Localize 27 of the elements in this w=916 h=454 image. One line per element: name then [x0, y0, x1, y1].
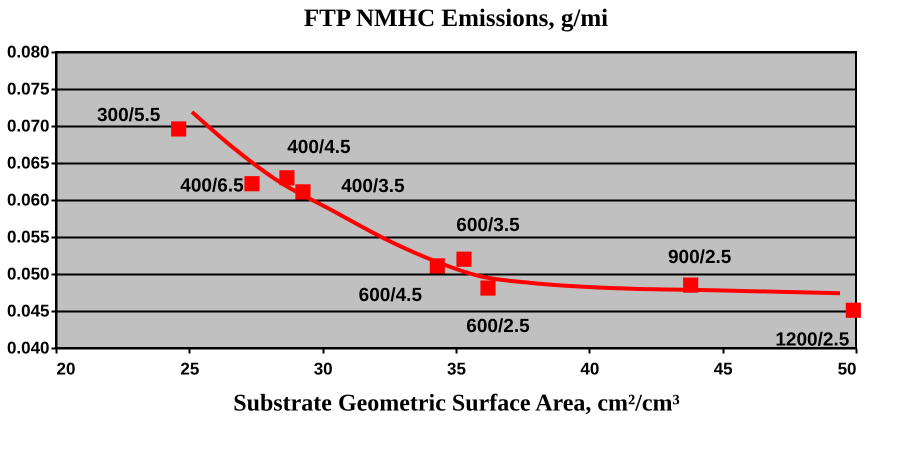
y-tick-label: 0.080 [6, 42, 50, 62]
y-tick-label: 0.060 [6, 190, 50, 210]
y-tick-label: 0.070 [6, 116, 50, 136]
annotation: 600/3.5 [456, 215, 520, 236]
annotation: 300/5.5 [96, 104, 161, 126]
annotation: 400/3.5 [341, 176, 406, 197]
annotation: 400/6.5 [180, 176, 244, 197]
y-tick-label: 0.065 [6, 154, 50, 172]
x-tick-label: 45 [714, 360, 733, 378]
y-tick-label: 0.075 [6, 80, 50, 98]
x-axis-title: Substrate Geometric Surface Area, cm²/cm³ [233, 390, 680, 416]
y-tick-label: 0.055 [6, 228, 50, 246]
annotation: 900/2.5 [668, 247, 732, 268]
y-tick-label: 0.040 [6, 338, 50, 358]
x-tick-label: 35 [447, 360, 466, 378]
x-tick-label: 25 [180, 360, 200, 378]
chart-title: FTP NMHC Emissions, g/mi [304, 5, 608, 32]
y-tick-label: 0.045 [6, 302, 50, 320]
y-tick-label: 0.050 [6, 264, 50, 284]
x-tick-label: 20 [56, 360, 76, 378]
annotation: 600/2.5 [466, 316, 530, 338]
x-tick-label: 40 [580, 360, 600, 378]
annotation: 400/4.5 [287, 136, 352, 158]
annotation: 1200/2.5 [775, 329, 850, 350]
x-tick-label: 30 [314, 360, 333, 378]
x-tick-label: 50 [838, 360, 856, 378]
annotation: 600/4.5 [358, 284, 422, 306]
